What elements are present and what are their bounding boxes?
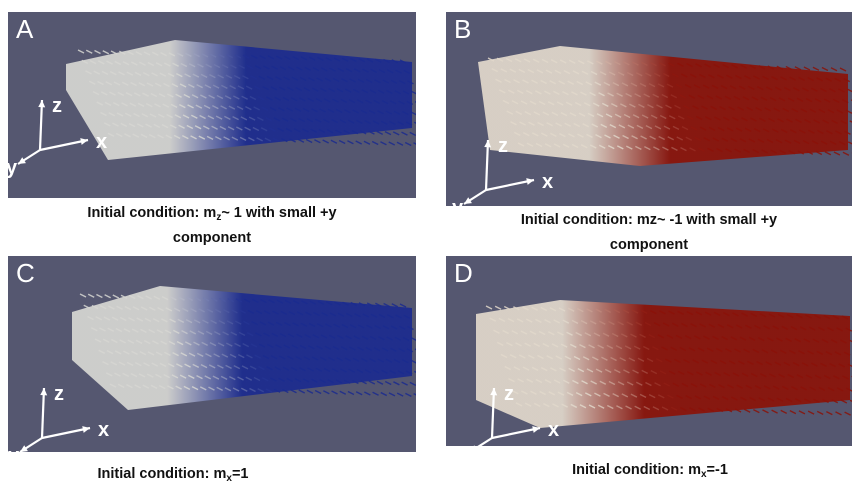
caption-line-1: Initial condition: mx=1 — [97, 466, 249, 484]
panel-c: x z y C — [8, 256, 416, 452]
coordinate-axes — [463, 139, 535, 205]
caption-c: Initial condition: mx=1 — [8, 464, 338, 489]
magnetization-vector-field: x z y — [8, 40, 416, 179]
panel-b: x z y B — [446, 12, 852, 206]
caption-b: Initial condition: mz~ -1 with small +y … — [446, 210, 852, 255]
magnetization-slab — [72, 286, 412, 410]
spin-arrows — [79, 293, 416, 397]
y-axis-label: y — [452, 197, 464, 206]
spin-arrows — [487, 57, 852, 156]
magnetization-vector-field: x z y — [452, 46, 852, 206]
magnetization-slab — [66, 40, 412, 160]
panel-label: C — [16, 258, 35, 288]
panel-label: A — [16, 14, 34, 44]
spin-arrows — [485, 305, 852, 416]
caption-line-1: Initial condition: mz~ 1 with small +y — [87, 205, 337, 223]
x-axis-label: x — [548, 419, 559, 441]
magnetization-slab — [476, 300, 850, 428]
x-axis-label: x — [542, 171, 553, 193]
caption-line-2: component — [609, 237, 689, 253]
magnetization-vector-field: x z y — [458, 300, 852, 446]
z-axis-label: z — [504, 383, 514, 405]
magnetization-slab — [478, 46, 848, 166]
x-axis-label: x — [96, 131, 107, 153]
coordinate-axes — [473, 387, 541, 446]
z-axis-label: z — [498, 135, 508, 157]
panel-label: D — [454, 258, 473, 288]
spin-arrows — [77, 49, 416, 147]
y-axis-label: y — [8, 445, 20, 452]
caption-line-1: Initial condition: mx=-1 — [572, 462, 728, 480]
panel-a: x z y A — [8, 12, 416, 198]
caption-a: Initial condition: mz~ 1 with small +y c… — [8, 203, 416, 248]
caption-line-1: Initial condition: mz~ -1 with small +y — [520, 212, 778, 228]
magnetization-vector-field: x z y — [8, 286, 416, 452]
coordinate-axes — [17, 99, 89, 165]
caption-line-2: component — [172, 230, 252, 246]
caption-d: Initial condition: mx=-1 — [470, 460, 830, 485]
panel-d: x z y D — [446, 256, 852, 446]
y-axis-label: y — [8, 157, 18, 179]
z-axis-label: z — [54, 383, 64, 405]
y-axis-label: y — [458, 445, 470, 446]
panel-label: B — [454, 14, 472, 44]
x-axis-label: x — [98, 419, 109, 441]
coordinate-axes — [19, 387, 91, 452]
z-axis-label: z — [52, 95, 62, 117]
